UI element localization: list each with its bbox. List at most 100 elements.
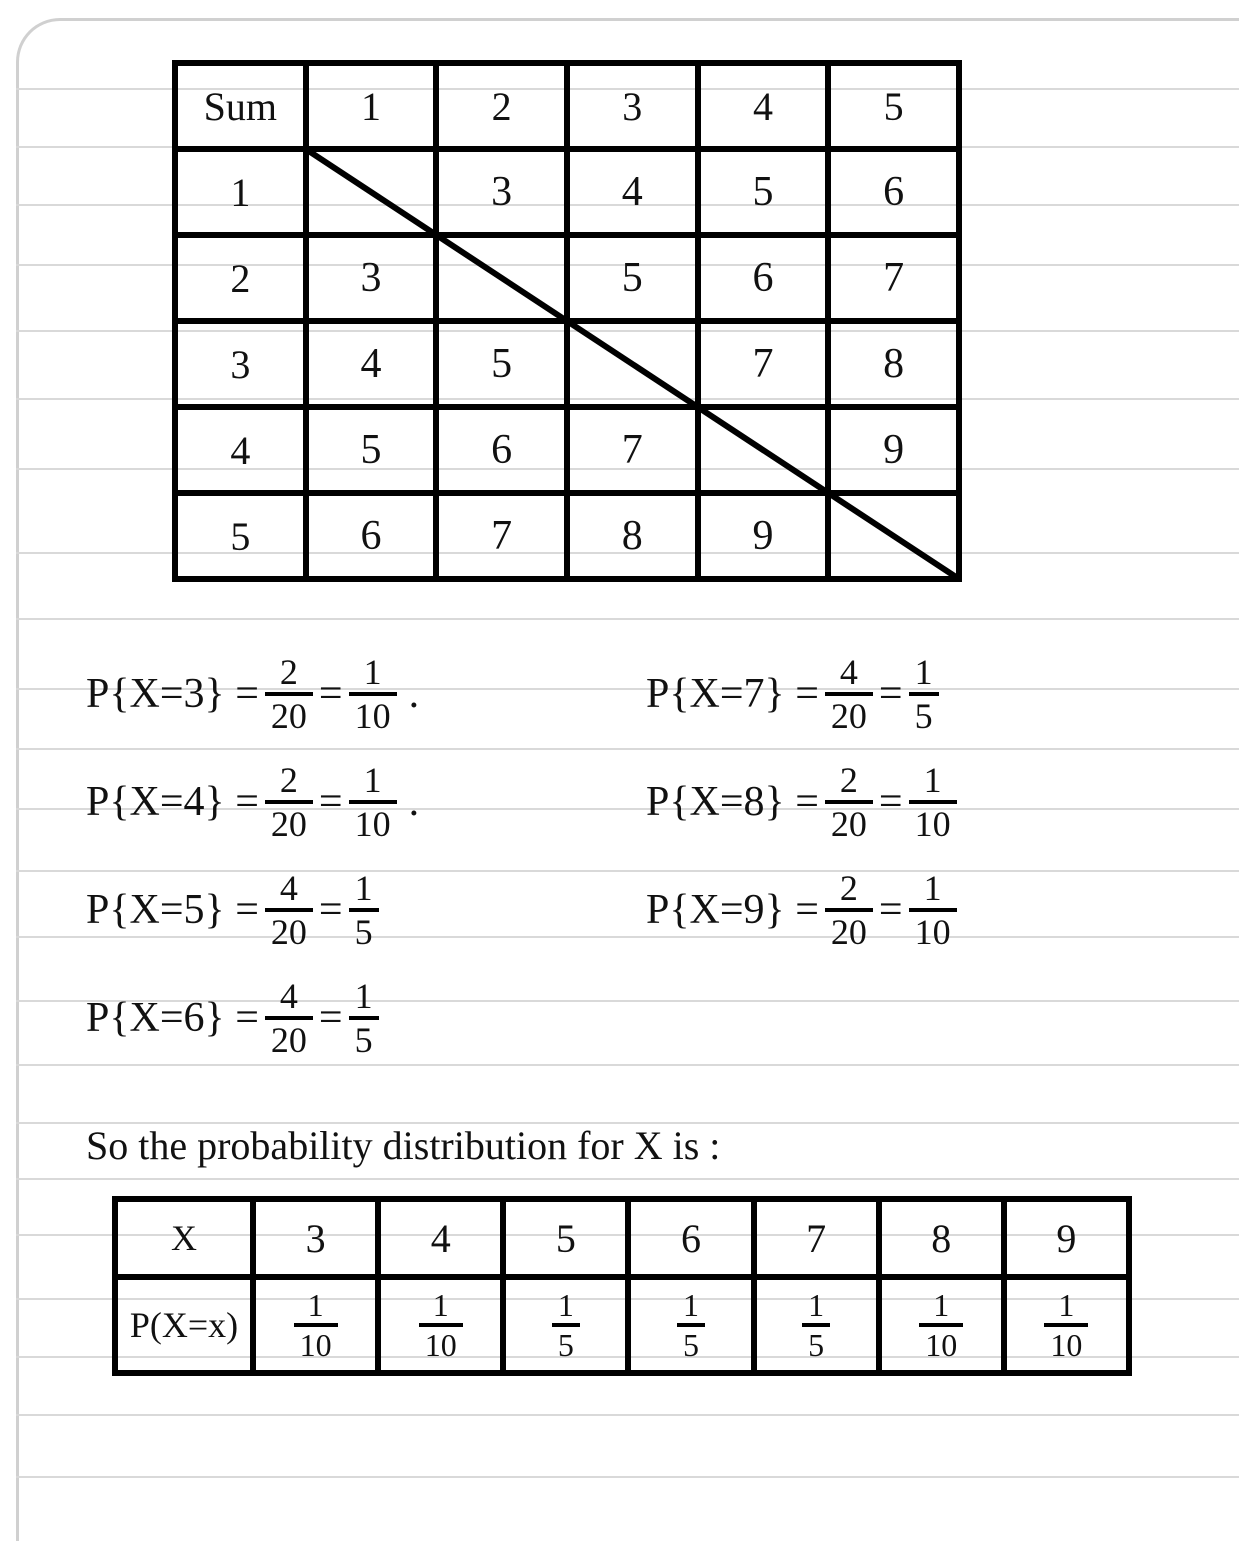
fraction-numerator: 2 bbox=[274, 654, 304, 692]
fraction-numerator: 1 bbox=[427, 1289, 455, 1323]
equation-row: P{X=3} = 220 = 110.P{X=7} = 420 = 15 bbox=[86, 640, 1186, 748]
sum-table-cell: 6 bbox=[436, 407, 567, 493]
fraction: 220 bbox=[265, 654, 313, 734]
sum-table-cell bbox=[567, 321, 698, 407]
equals-sign: = bbox=[879, 778, 903, 826]
fraction: 15 bbox=[552, 1289, 580, 1361]
fraction: 110 bbox=[419, 1289, 463, 1361]
fraction-denominator: 10 bbox=[349, 800, 397, 842]
fraction-denominator: 5 bbox=[349, 908, 379, 950]
sum-table-row-header: 4 bbox=[175, 407, 306, 493]
ruled-line bbox=[16, 1476, 1239, 1478]
fraction-numerator: 1 bbox=[927, 1289, 955, 1323]
dist-row-label-x: X bbox=[115, 1199, 253, 1277]
sum-table-cell: 5 bbox=[698, 149, 829, 235]
equation-lhs: P{X=6} = bbox=[86, 994, 259, 1042]
fraction-numerator: 4 bbox=[274, 870, 304, 908]
sum-table-cell bbox=[436, 235, 567, 321]
page: Sum123451345623567345784567956789 P{X=3}… bbox=[0, 0, 1249, 1565]
sum-table-cell: 4 bbox=[306, 321, 437, 407]
sum-table-cell: 6 bbox=[828, 149, 959, 235]
equation: P{X=5} = 420 = 15 bbox=[86, 870, 646, 950]
sum-table-cell: 7 bbox=[567, 407, 698, 493]
distribution-table: X3456789P(X=x)110110151515110110 bbox=[112, 1196, 1132, 1376]
sentence-text: So the probability distribution for X is… bbox=[86, 1123, 720, 1168]
distribution-sentence: So the probability distribution for X is… bbox=[86, 1122, 720, 1169]
dist-x-cell: 4 bbox=[378, 1199, 503, 1277]
dist-x-cell: 7 bbox=[754, 1199, 879, 1277]
equation: P{X=3} = 220 = 110. bbox=[86, 654, 646, 734]
fraction: 420 bbox=[825, 654, 873, 734]
fraction-numerator: 1 bbox=[918, 870, 948, 908]
dist-p-cell: 15 bbox=[503, 1277, 628, 1373]
fraction-denominator: 5 bbox=[552, 1323, 580, 1361]
sum-table-cell: 5 bbox=[436, 321, 567, 407]
dist-p-cell: 15 bbox=[628, 1277, 753, 1373]
fraction: 15 bbox=[349, 978, 379, 1058]
fraction-denominator: 5 bbox=[909, 692, 939, 734]
equals-sign: = bbox=[319, 778, 343, 826]
fraction-denominator: 10 bbox=[419, 1323, 463, 1361]
equals-sign: = bbox=[319, 670, 343, 718]
equation-lhs: P{X=7} = bbox=[646, 670, 819, 718]
equation-lhs: P{X=9} = bbox=[646, 886, 819, 934]
dist-p-cell: 110 bbox=[378, 1277, 503, 1373]
dist-x-cell: 3 bbox=[253, 1199, 378, 1277]
fraction: 220 bbox=[825, 870, 873, 950]
sum-table-cell: 7 bbox=[828, 235, 959, 321]
sum-table-cell: 9 bbox=[828, 407, 959, 493]
fraction: 110 bbox=[349, 762, 397, 842]
equation-row: P{X=5} = 420 = 15P{X=9} = 220 = 110 bbox=[86, 856, 1186, 964]
probability-equation-area: P{X=3} = 220 = 110.P{X=7} = 420 = 15P{X=… bbox=[86, 640, 1186, 1072]
equation-row: P{X=6} = 420 = 15 bbox=[86, 964, 1186, 1072]
fraction: 15 bbox=[677, 1289, 705, 1361]
dist-p-cell: 110 bbox=[253, 1277, 378, 1373]
fraction-numerator: 1 bbox=[677, 1289, 705, 1323]
sum-table-container: Sum123451345623567345784567956789 bbox=[172, 60, 962, 582]
equation-trail: . bbox=[409, 778, 420, 826]
equation-lhs: P{X=5} = bbox=[86, 886, 259, 934]
ruled-line bbox=[16, 1178, 1239, 1180]
sum-table-cell: 7 bbox=[698, 321, 829, 407]
equation-row: P{X=4} = 220 = 110.P{X=8} = 220 = 110 bbox=[86, 748, 1186, 856]
dist-p-cell: 15 bbox=[754, 1277, 879, 1373]
sum-table-corner: Sum bbox=[175, 63, 306, 149]
fraction-denominator: 10 bbox=[909, 908, 957, 950]
sum-table-cell bbox=[698, 407, 829, 493]
sum-table-col-header: 3 bbox=[567, 63, 698, 149]
sum-table-row-header: 2 bbox=[175, 235, 306, 321]
equals-sign: = bbox=[319, 994, 343, 1042]
equation-trail: . bbox=[409, 670, 420, 718]
fraction-denominator: 5 bbox=[677, 1323, 705, 1361]
sum-table-col-header: 5 bbox=[828, 63, 959, 149]
fraction-denominator: 20 bbox=[265, 800, 313, 842]
equation: P{X=4} = 220 = 110. bbox=[86, 762, 646, 842]
equation: P{X=7} = 420 = 15 bbox=[646, 654, 1166, 734]
sum-table-cell: 3 bbox=[306, 235, 437, 321]
fraction: 420 bbox=[265, 978, 313, 1058]
fraction: 420 bbox=[265, 870, 313, 950]
fraction-denominator: 20 bbox=[825, 800, 873, 842]
fraction-denominator: 10 bbox=[1044, 1323, 1088, 1361]
fraction-denominator: 20 bbox=[265, 692, 313, 734]
sum-table-row-header: 3 bbox=[175, 321, 306, 407]
fraction-denominator: 10 bbox=[909, 800, 957, 842]
sum-table-cell: 5 bbox=[306, 407, 437, 493]
fraction-numerator: 1 bbox=[349, 870, 379, 908]
fraction-numerator: 4 bbox=[274, 978, 304, 1016]
sum-table-cell bbox=[306, 149, 437, 235]
fraction: 110 bbox=[294, 1289, 338, 1361]
fraction: 220 bbox=[825, 762, 873, 842]
dist-p-cell: 110 bbox=[1004, 1277, 1129, 1373]
fraction-numerator: 1 bbox=[1052, 1289, 1080, 1323]
dist-x-cell: 6 bbox=[628, 1199, 753, 1277]
sum-table-cell: 3 bbox=[436, 149, 567, 235]
fraction-numerator: 1 bbox=[349, 978, 379, 1016]
equation: P{X=8} = 220 = 110 bbox=[646, 762, 1166, 842]
fraction-denominator: 20 bbox=[265, 1016, 313, 1058]
fraction-numerator: 1 bbox=[302, 1289, 330, 1323]
fraction-denominator: 10 bbox=[349, 692, 397, 734]
fraction-denominator: 20 bbox=[825, 692, 873, 734]
sum-table-col-header: 1 bbox=[306, 63, 437, 149]
dist-x-cell: 8 bbox=[879, 1199, 1004, 1277]
